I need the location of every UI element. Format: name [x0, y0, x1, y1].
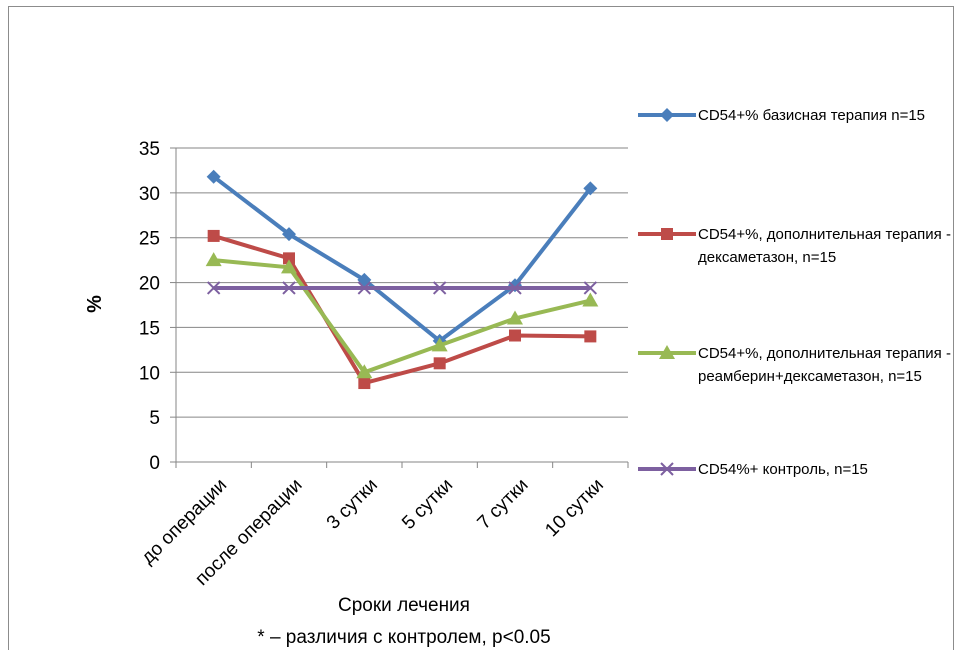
y-tick-label: 10: [139, 363, 160, 384]
y-tick-label: 30: [139, 184, 160, 205]
series-line-2: [213, 234, 591, 386]
legend-swatch-1: [638, 108, 696, 122]
data-point-x: [206, 281, 221, 295]
data-point-square: [283, 252, 295, 265]
data-point-diamond: [583, 181, 598, 196]
data-point-x: [357, 281, 372, 295]
data-point-triangle: [431, 337, 448, 352]
series-4: [206, 281, 598, 295]
x-tick-label: 3 сутки: [323, 475, 382, 534]
data-point-diamond: [282, 227, 296, 242]
series-1: [206, 169, 598, 348]
data-point-triangle: [356, 364, 373, 379]
y-tick-label: 5: [149, 408, 160, 429]
x-tick-label: 5 сутки: [398, 475, 457, 534]
significance-note: * – различия с контролем, р<0.05: [257, 627, 550, 648]
y-axis-title: %: [84, 295, 106, 313]
legend-swatch-2: [638, 228, 696, 240]
series-3: [205, 252, 599, 379]
x-tick-label: 7 сутки: [474, 475, 533, 534]
data-point-square: [584, 330, 597, 343]
y-tick-label: 0: [149, 453, 160, 474]
legend-swatch-4: [638, 462, 696, 476]
legend-marker-x: [660, 462, 674, 476]
y-tick-label: 25: [139, 229, 160, 250]
y-tick-labels: 0 5 10 15 20 25 30 35: [139, 139, 160, 474]
data-point-triangle: [281, 259, 297, 274]
data-point-x: [583, 281, 598, 295]
legend-label-2: CD54+%, дополнительная терапия - дексаме…: [698, 226, 951, 266]
y-tick-label: 35: [139, 139, 160, 160]
legend-label-1: CD54+% базисная терапия n=15: [698, 107, 926, 124]
data-point-triangle: [507, 310, 523, 325]
series-layer: [205, 169, 599, 390]
data-point-square: [509, 329, 521, 342]
legend-marker-diamond: [660, 108, 674, 122]
data-point-triangle: [205, 252, 222, 267]
legend-label-3: CD54+%, дополнительная терапия - реамбер…: [698, 345, 951, 385]
data-point-square: [358, 377, 371, 390]
legend-swatch-3: [638, 345, 696, 359]
data-point-x: [282, 281, 296, 295]
chart-frame: [8, 6, 954, 650]
legend-marker-square: [661, 228, 673, 240]
series-2: [207, 229, 597, 390]
x-axis-title: Сроки лечения: [338, 595, 470, 616]
data-point-x: [508, 281, 522, 295]
legend-marker-triangle: [659, 345, 675, 359]
data-point-square: [433, 357, 446, 370]
y-tick-label: 20: [139, 274, 160, 295]
data-point-x: [432, 281, 447, 295]
series-line-3: [213, 258, 591, 375]
series-line-1: [212, 175, 592, 343]
data-point-square: [207, 229, 220, 242]
legend-label-4: CD54%+ контроль, n=15: [698, 461, 868, 478]
y-tick-label: 15: [139, 318, 160, 339]
data-point-triangle: [582, 292, 599, 307]
data-point-diamond: [206, 169, 221, 184]
x-tick-label: 10 сутки: [541, 475, 608, 542]
